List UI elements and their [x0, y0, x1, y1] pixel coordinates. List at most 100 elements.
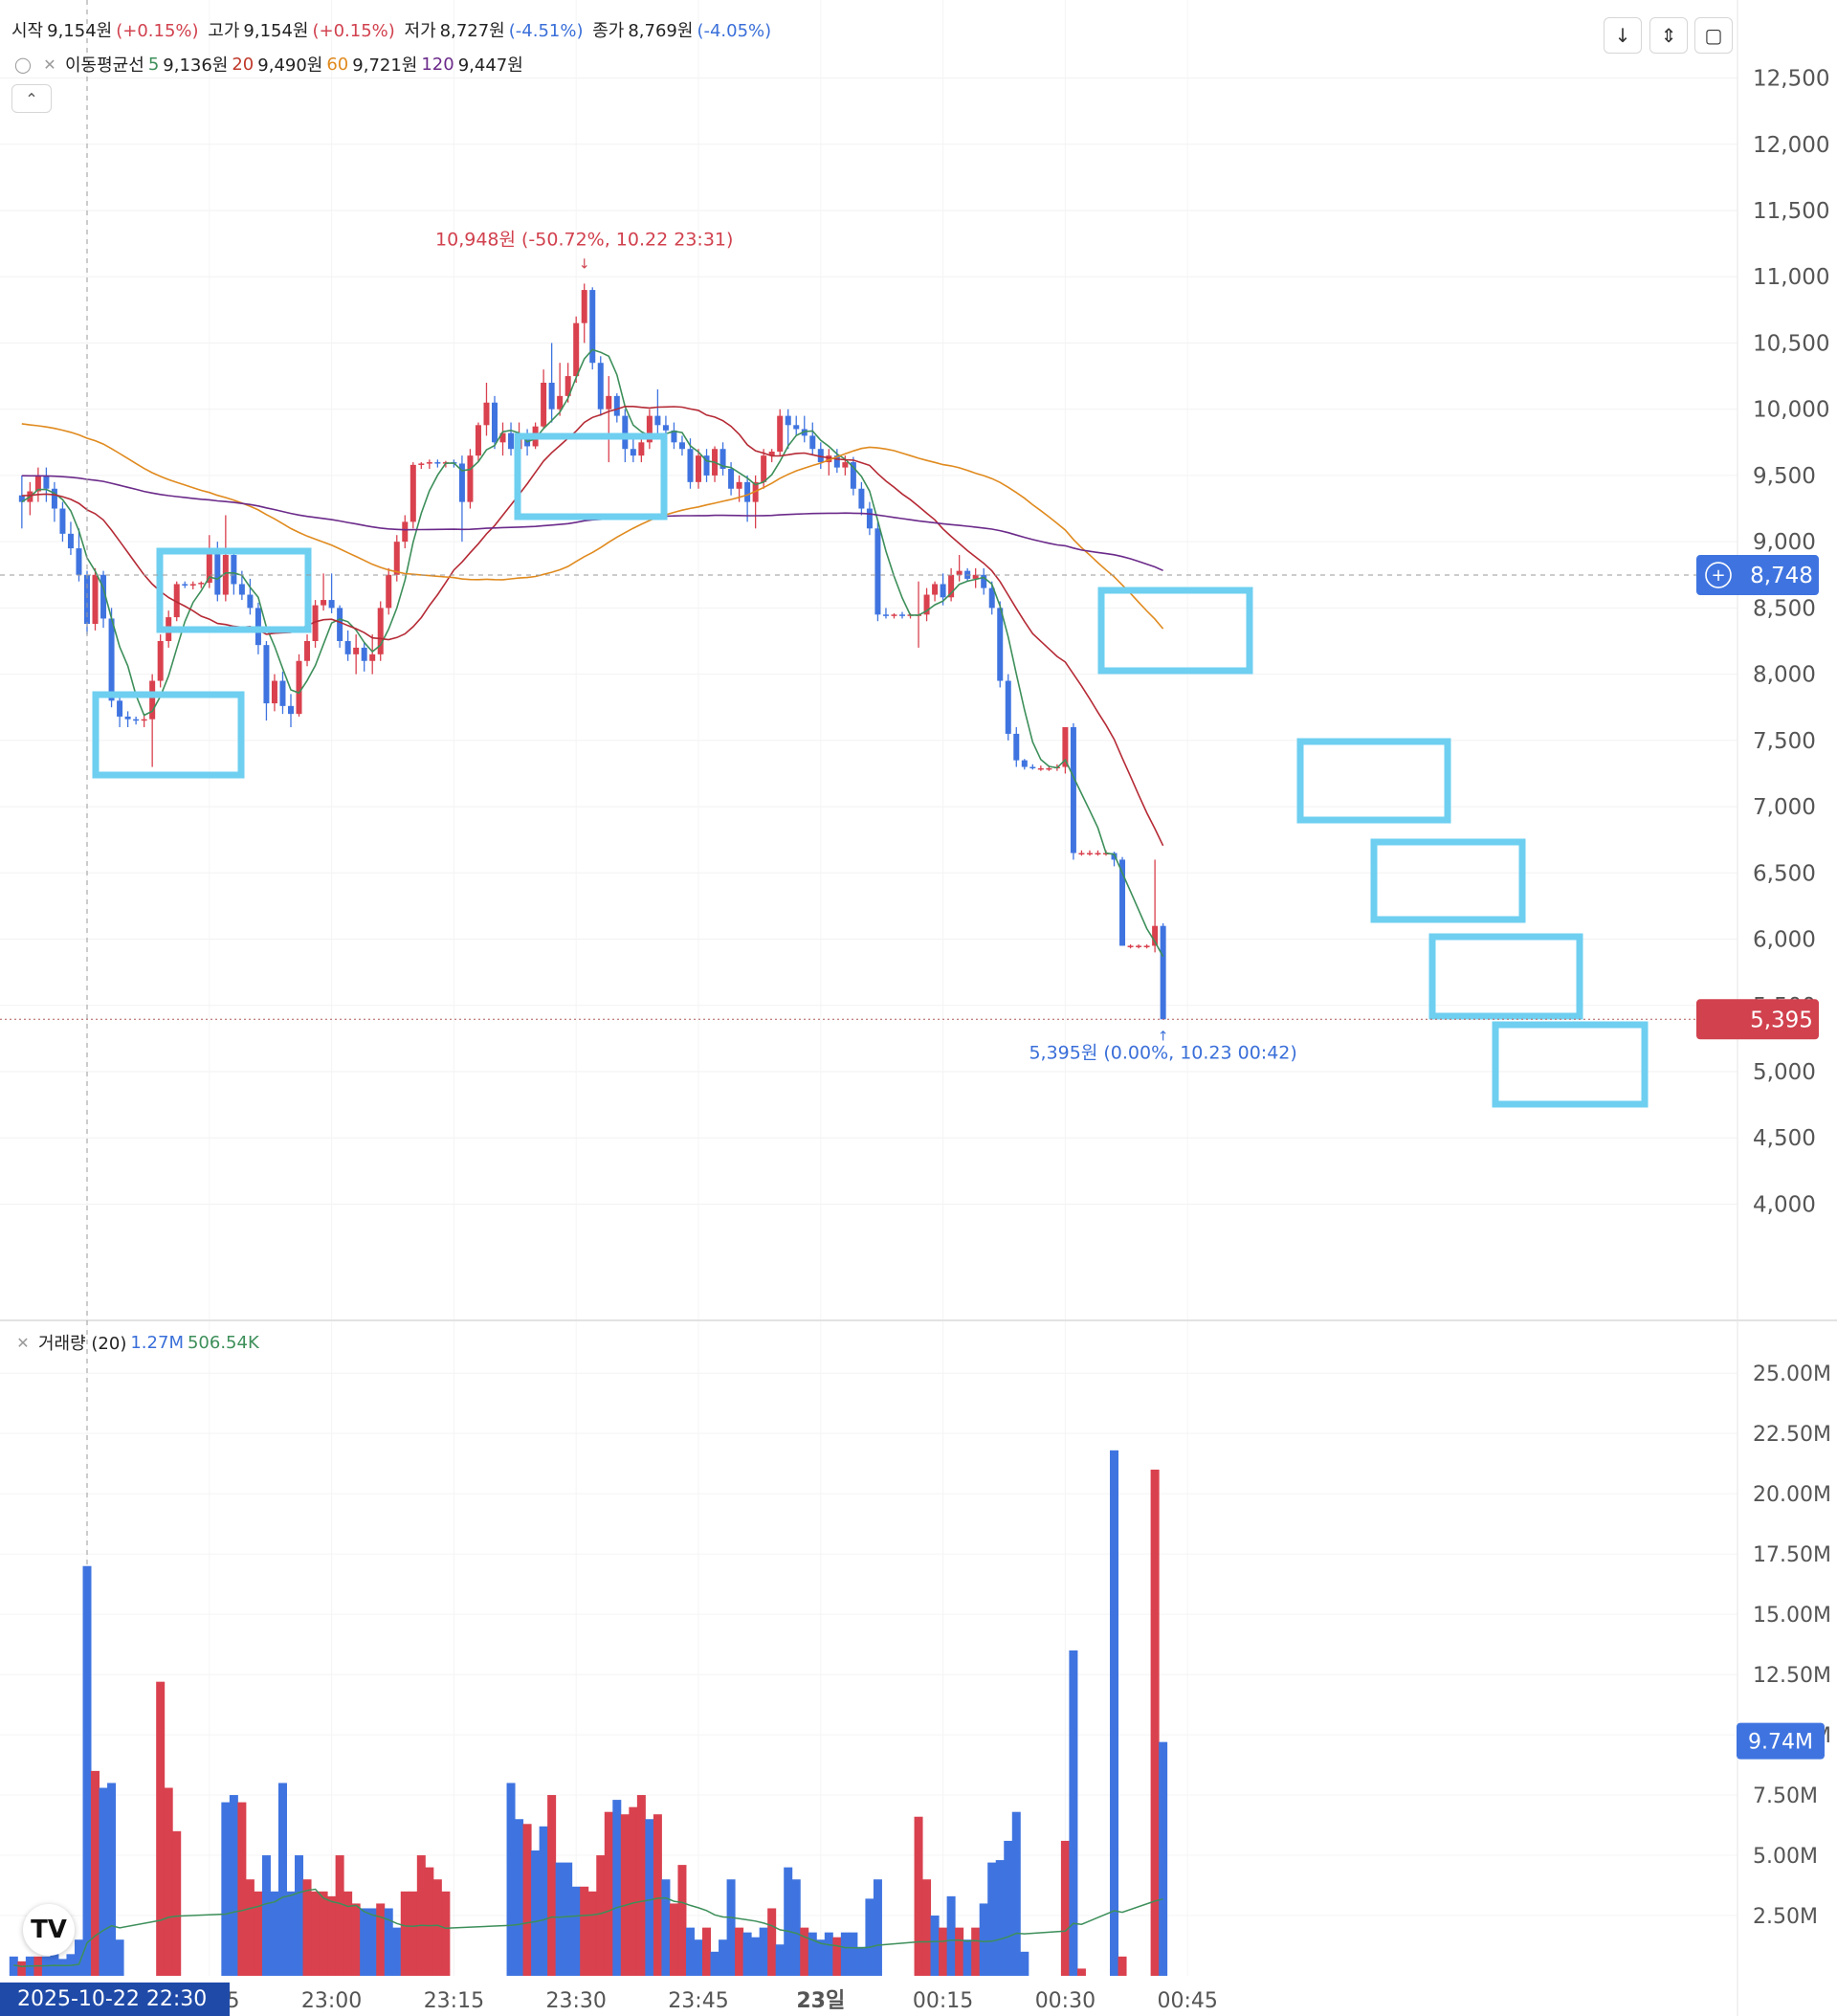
candle-body	[801, 429, 808, 436]
candle-body	[67, 533, 74, 549]
candle-body	[736, 481, 742, 489]
close-change: (-4.05%)	[697, 21, 772, 41]
candle-body	[988, 587, 995, 609]
candle-body	[189, 584, 196, 586]
close-icon[interactable]: ✕	[16, 1333, 30, 1352]
candle-body	[597, 363, 604, 410]
time-tick-label: 23:30	[545, 1989, 606, 2013]
candle-body	[826, 455, 832, 463]
ma20-period: 20	[232, 54, 255, 75]
volume-bar	[751, 1937, 761, 1976]
open-label: 시작	[11, 21, 44, 41]
candle-body	[1013, 733, 1020, 761]
volume-bar	[515, 1819, 524, 1976]
candle-body	[662, 425, 669, 431]
volume-bar	[946, 1895, 956, 1976]
volume-bar	[376, 1903, 386, 1976]
candle-body	[687, 449, 694, 482]
candle-body	[304, 641, 311, 661]
download-button[interactable]: ↓	[1604, 17, 1642, 54]
volume-bar	[971, 1927, 981, 1976]
price-tick-label: 7,000	[1753, 795, 1816, 820]
volume-bar	[360, 1908, 369, 1976]
candle-body	[833, 455, 840, 468]
time-tick-label: 00:15	[913, 1989, 973, 2013]
candle-body	[972, 574, 979, 579]
volume-bar	[164, 1787, 173, 1976]
candle-body	[353, 647, 360, 654]
candle-body	[646, 415, 653, 443]
volume-bar	[710, 1951, 719, 1976]
expand-button[interactable]: ⇕	[1649, 17, 1688, 54]
candle-body	[654, 415, 661, 426]
fullscreen-button[interactable]: ▢	[1694, 17, 1733, 54]
collapse-legend-button[interactable]: ⌃	[11, 84, 52, 113]
high-value: 9,154원	[243, 21, 309, 41]
candle-body	[630, 449, 636, 456]
price-tick-label: 12,000	[1753, 133, 1829, 158]
ma-legend: ◯ ✕ 이동평균선 5 9,136원 20 9,490원 60 9,721원 120 9…	[11, 52, 527, 77]
candle-body	[932, 584, 939, 595]
ma120-line	[21, 475, 1163, 572]
candle-body	[271, 680, 277, 704]
volume-bar	[1150, 1469, 1160, 1976]
candle-body	[1037, 767, 1044, 770]
volume-bar	[311, 1891, 321, 1976]
candle-body	[573, 322, 580, 377]
volume-bar	[939, 1927, 948, 1976]
volume-bar	[245, 1879, 255, 1976]
candle-body	[247, 594, 254, 609]
volume-bar	[645, 1819, 654, 1976]
volume-bar	[784, 1867, 793, 1976]
volume-bar	[270, 1891, 279, 1976]
price-tick-label: 7,500	[1753, 729, 1816, 754]
candle-body	[858, 488, 865, 509]
volume-tick-label: 12.50M	[1753, 1664, 1831, 1688]
volume-bar	[254, 1891, 263, 1976]
candle-body	[173, 584, 180, 618]
volume-bar	[849, 1932, 858, 1976]
volume-tick-label: 15.00M	[1753, 1604, 1831, 1628]
price-tick-label: 9,500	[1753, 464, 1816, 489]
volume-bar	[343, 1891, 353, 1976]
candle-body	[84, 574, 90, 624]
volume-bar	[922, 1879, 932, 1976]
candle-body	[622, 415, 629, 450]
candle-body	[1070, 727, 1076, 853]
candle-body	[361, 647, 367, 661]
price-tick-label: 5,000	[1753, 1060, 1816, 1085]
candle-body	[231, 555, 237, 585]
ohlc-legend: 시작 9,154원 (+0.15%) 고가 9,154원 (+0.15%) 저가 8,72…	[11, 17, 775, 42]
high-change: (+0.15%)	[312, 21, 395, 41]
eye-off-icon[interactable]: ◯	[14, 55, 32, 74]
volume-bar	[425, 1867, 434, 1976]
volume-bar	[351, 1903, 361, 1976]
volume-bar	[735, 1927, 744, 1976]
tradingview-logo-icon[interactable]: TV	[23, 1904, 75, 1956]
candle-body	[768, 452, 775, 456]
candle-body	[206, 548, 212, 584]
crosshair-price-label-bg	[1696, 555, 1819, 596]
candle-body	[874, 528, 881, 615]
ma20-line	[21, 405, 1164, 847]
time-tick-label: 23:00	[301, 1989, 362, 2013]
ma60-line	[21, 423, 1164, 630]
current-price-label: 5,395	[1750, 1008, 1813, 1032]
price-tick-label: 6,500	[1753, 861, 1816, 886]
volume-bar	[865, 1898, 874, 1976]
candle-body	[719, 449, 726, 469]
highlight-box	[1296, 738, 1451, 824]
price-tick-label: 8,000	[1753, 663, 1816, 688]
candle-body	[817, 449, 824, 463]
volume-bar	[522, 1824, 532, 1976]
candle-body	[1111, 853, 1118, 860]
candle-body	[418, 463, 425, 465]
price-tick-label: 10,000	[1753, 398, 1829, 423]
close-icon[interactable]: ✕	[43, 55, 56, 74]
highlight-box	[92, 691, 245, 779]
volume-bar	[400, 1891, 409, 1976]
low-annotation: 5,395원 (0.00%, 10.23 00:42)	[1029, 1042, 1296, 1063]
low-change: (-4.51%)	[508, 21, 584, 41]
volume-legend: ✕ 거래량 (20) 1.27M 506.54K	[11, 1330, 263, 1355]
